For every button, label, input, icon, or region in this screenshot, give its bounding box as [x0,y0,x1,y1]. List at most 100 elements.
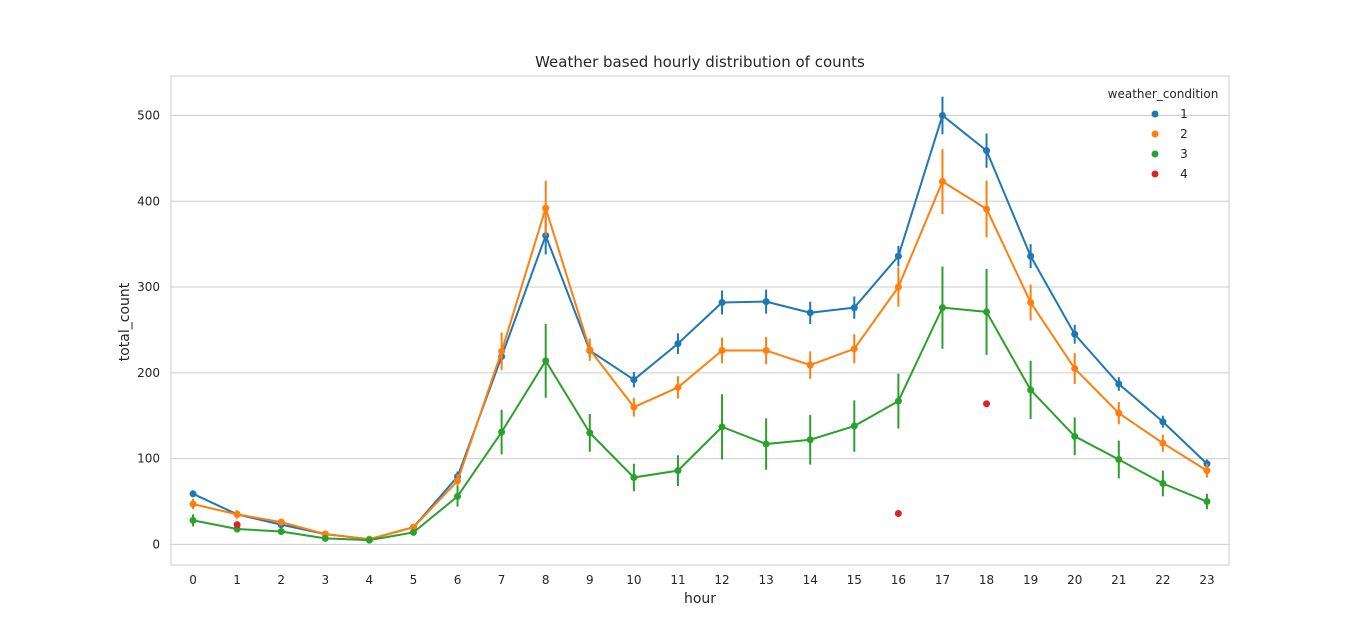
series-1 [189,96,1211,543]
data-point [630,376,638,384]
data-point [586,346,594,354]
data-point [983,308,991,316]
x-tick-label: 0 [189,573,197,587]
x-tick-label: 11 [670,573,685,587]
data-point [983,205,991,213]
data-point [674,340,682,348]
data-point [1027,386,1035,394]
data-point [321,534,329,542]
data-point [189,516,197,524]
data-point [1115,455,1123,463]
y-tick-label: 300 [137,280,160,294]
x-tick-label: 16 [891,573,906,587]
data-point [542,357,550,365]
data-point [894,252,902,260]
legend-marker [1151,170,1159,178]
series-layer [189,96,1211,544]
data-point [894,283,902,291]
data-point [674,467,682,475]
series-3 [189,266,1211,544]
data-point [806,361,814,369]
x-tick-label: 10 [626,573,641,587]
data-point [718,347,726,355]
data-point [1203,498,1211,506]
data-point [850,304,858,312]
data-point [365,536,373,544]
y-tick-label: 0 [152,537,160,551]
data-point [894,510,902,518]
data-point [1159,439,1167,447]
legend-marker [1151,110,1159,118]
data-point [233,521,241,529]
x-tick-label: 4 [366,573,374,587]
data-point [189,500,197,508]
x-tick-label: 21 [1111,573,1126,587]
legend-title: weather_condition [1108,87,1219,101]
data-point [718,298,726,306]
data-point [1203,467,1211,475]
data-point [850,422,858,430]
x-tick-label: 20 [1067,573,1082,587]
x-tick-label: 15 [847,573,862,587]
legend-label: 1 [1180,107,1188,121]
x-axis-ticks: 0 1 2 3 4 5 6 7 8 9 10 11 12 13 14 15 16 17 18 19 20 21 22 23 [189,573,1214,587]
data-point [586,429,594,437]
series-line [192,306,1208,542]
legend: weather_condition 1 2 3 4 [1108,87,1219,181]
gridlines [171,114,1229,545]
data-point [1159,480,1167,487]
legend-marker [1151,150,1159,158]
x-tick-label: 13 [758,573,773,587]
data-point [542,204,550,212]
legend-label: 2 [1180,127,1188,141]
y-tick-label: 200 [137,366,160,380]
data-point [189,490,197,498]
legend-marker [1151,130,1159,138]
data-point [233,510,241,518]
data-point [806,436,814,444]
x-tick-label: 7 [498,573,506,587]
data-point [1027,252,1035,260]
x-tick-label: 18 [979,573,994,587]
x-tick-label: 2 [277,573,285,587]
data-point [938,304,946,312]
x-tick-label: 17 [935,573,950,587]
data-point [498,428,506,436]
data-point [1071,330,1079,338]
data-point [630,403,638,411]
legend-label: 3 [1180,147,1188,161]
data-point [983,147,991,155]
series-line [192,180,1208,541]
data-point [1115,380,1123,388]
y-axis-label: total_count [117,282,133,361]
x-tick-label: 19 [1023,573,1038,587]
data-point [1159,418,1167,426]
data-point [498,347,506,355]
data-point [277,528,285,536]
data-point [630,473,638,481]
data-point [762,440,770,448]
data-point [850,345,858,353]
data-point [1027,298,1035,306]
x-tick-label: 22 [1155,573,1170,587]
series-2 [189,148,1211,543]
y-axis-ticks: 0 100 200 300 400 500 [137,108,160,551]
x-tick-label: 1 [233,573,241,587]
plot-area-frame [170,75,1230,566]
data-point [718,423,726,431]
series-4 [233,400,991,529]
series-line [192,114,1208,541]
data-point [1071,432,1079,440]
data-point [938,111,946,119]
data-point [1115,409,1123,417]
x-tick-label: 8 [542,573,550,587]
x-tick-label: 9 [586,573,594,587]
data-point [454,492,462,500]
x-tick-label: 12 [714,573,729,587]
data-point [674,383,682,391]
x-tick-label: 5 [410,573,418,587]
data-point [1071,365,1079,373]
data-point [409,523,417,531]
x-tick-label: 14 [803,573,818,587]
